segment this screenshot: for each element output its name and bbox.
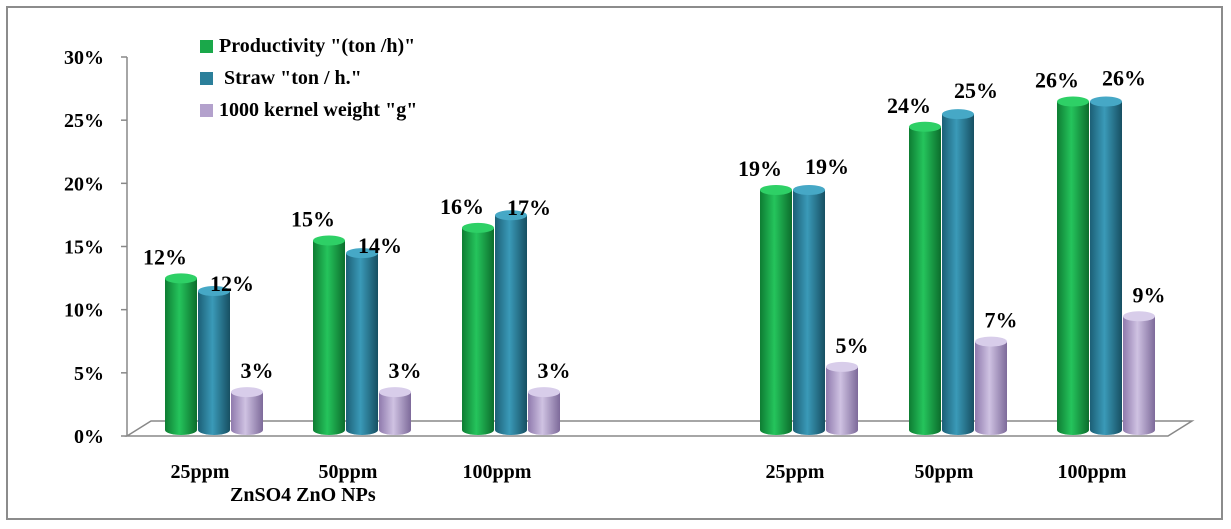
y-tick-label: 15% (64, 237, 104, 259)
legend-label-productivity: Productivity "(ton /h)" (219, 34, 416, 57)
data-label: 17% (507, 195, 551, 220)
y-tick-label: 5% (74, 363, 104, 385)
bar (1090, 96, 1122, 435)
data-label: 12% (143, 244, 187, 269)
x-axis-floor (124, 420, 1195, 437)
legend-item-productivity: Productivity "(ton /h)" (200, 30, 417, 62)
x-tick-label: 25ppm (171, 461, 230, 483)
data-label: 16% (440, 194, 484, 219)
data-label: 7% (985, 308, 1018, 333)
axes: 0% 5% 10% 15% 20% 25% 30% 25ppm 50ppm 100ppm 25ppm… (64, 47, 1195, 483)
bar (165, 273, 197, 435)
legend-label-kernel-weight: 1000 kernel weight "g" (219, 98, 418, 121)
data-label: 5% (836, 333, 869, 358)
data-label: 12% (210, 271, 254, 296)
bar (313, 235, 345, 435)
bar (462, 222, 494, 435)
data-label: 9% (1133, 282, 1166, 307)
data-label: 26% (1035, 68, 1079, 93)
bar (1123, 311, 1155, 435)
data-label: 3% (241, 358, 274, 383)
data-label: 3% (538, 358, 571, 383)
legend-swatch-productivity (200, 39, 213, 53)
y-tick-label: 0% (74, 426, 104, 448)
y-tick-label: 30% (64, 47, 104, 69)
bar (793, 184, 825, 435)
x-tick-label: 50ppm (915, 461, 974, 483)
legend-label-straw: Straw "ton / h." (219, 66, 362, 89)
bar (379, 387, 411, 435)
legend-swatch-straw (200, 71, 213, 85)
bar (528, 387, 560, 435)
bar (231, 387, 263, 435)
bar (760, 184, 792, 435)
legend-item-kernel-weight: 1000 kernel weight "g" (200, 94, 417, 126)
y-tick-label: 10% (64, 300, 104, 322)
bars (165, 96, 1155, 435)
legend-swatch-kernel-weight (200, 103, 213, 117)
bar (346, 248, 378, 435)
data-label: 19% (805, 154, 849, 179)
bar (198, 286, 230, 435)
data-label: 25% (954, 78, 998, 103)
data-label: 14% (358, 233, 402, 258)
bar (909, 121, 941, 435)
legend: Productivity "(ton /h)" Straw "ton / h."… (200, 30, 417, 126)
bar (495, 210, 527, 435)
x-tick-label: 50ppm (319, 461, 378, 483)
y-tick-label: 25% (64, 110, 104, 132)
x-tick-label: 100ppm (1058, 461, 1127, 483)
data-labels: 12% 15% 16% 19% 24% 26% 12% 14% 17% 19% 25% 26% 3% 3%… (143, 66, 1166, 384)
data-label: 15% (291, 207, 335, 232)
bar (975, 336, 1007, 435)
data-label: 3% (389, 358, 422, 383)
x-tick-label: 100ppm (463, 461, 532, 483)
data-label: 19% (738, 156, 782, 181)
bar (826, 361, 858, 435)
data-label: 24% (887, 93, 931, 118)
y-tick-label: 20% (64, 173, 104, 195)
legend-item-straw: Straw "ton / h." (200, 62, 417, 94)
bar (942, 109, 974, 435)
group-label: ZnSO4 ZnO NPs (230, 484, 376, 506)
bar (1057, 96, 1089, 435)
data-label: 26% (1102, 66, 1146, 91)
x-tick-label: 25ppm (766, 461, 825, 483)
